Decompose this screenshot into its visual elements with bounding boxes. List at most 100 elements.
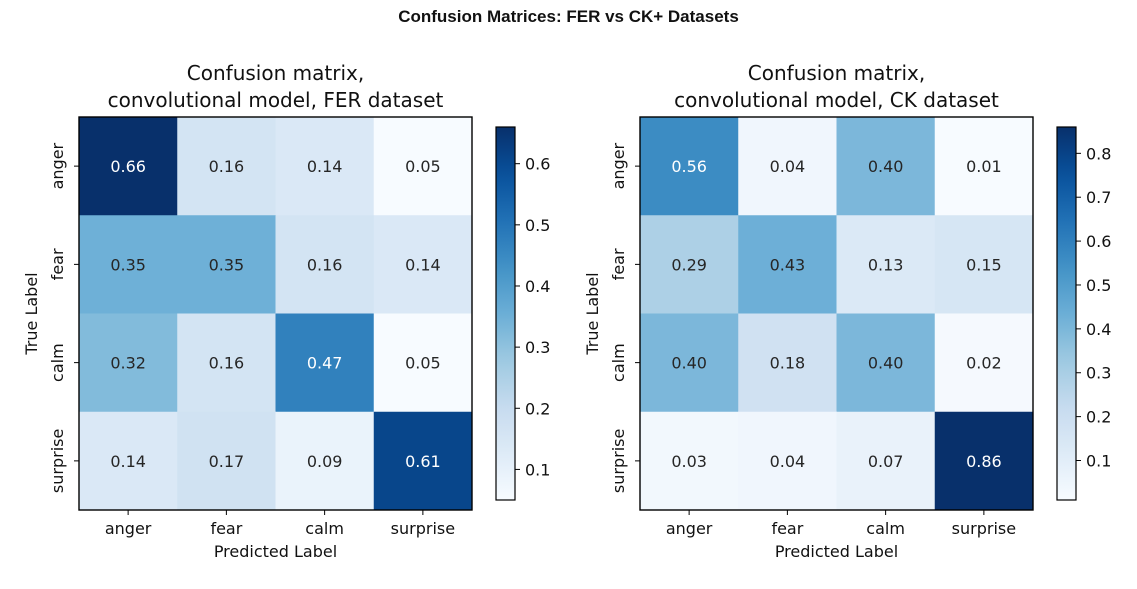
heatmap-panel-2: Confusion matrix, convolutional model, CK… bbox=[583, 61, 1111, 561]
heatmap-cell bbox=[373, 313, 473, 413]
heatmap-cell bbox=[373, 117, 473, 216]
y-tick-label: calm bbox=[48, 343, 67, 382]
heatmap-cell bbox=[177, 313, 276, 413]
cell-value-label: 0.40 bbox=[868, 354, 904, 373]
cell-value-label: 0.09 bbox=[307, 452, 343, 471]
heatmap-cell bbox=[177, 215, 276, 314]
heatmap-cell bbox=[79, 117, 178, 216]
cell-value-label: 0.01 bbox=[966, 157, 1002, 176]
cell-value-label: 0.40 bbox=[868, 157, 904, 176]
colorbar-tick-label: 0.3 bbox=[1086, 364, 1111, 383]
heatmap-cell bbox=[836, 117, 936, 216]
x-tick-label: anger bbox=[105, 519, 152, 538]
cell-value-label: 0.02 bbox=[966, 354, 1002, 373]
cell-value-label: 0.18 bbox=[770, 354, 806, 373]
cell-value-label: 0.47 bbox=[307, 354, 343, 373]
x-tick-label: calm bbox=[866, 519, 905, 538]
colorbar-tick-label: 0.7 bbox=[1086, 188, 1111, 207]
plot-frame bbox=[78, 116, 473, 511]
cell-value-label: 0.15 bbox=[966, 255, 1002, 274]
heatmap-cell bbox=[934, 117, 1034, 216]
cell-value-label: 0.16 bbox=[209, 354, 245, 373]
cell-value-label: 0.86 bbox=[966, 452, 1002, 471]
x-axis-label: Predicted Label bbox=[775, 542, 898, 561]
x-axis-label: Predicted Label bbox=[214, 542, 337, 561]
cell-value-label: 0.04 bbox=[770, 157, 806, 176]
chart-title-line1: Confusion matrix, bbox=[748, 61, 925, 85]
heatmap-cell bbox=[836, 411, 936, 511]
page-title: Confusion Matrices: FER vs CK+ Datasets bbox=[398, 7, 739, 26]
heatmap-cell bbox=[177, 117, 276, 216]
cell-value-label: 0.07 bbox=[868, 452, 904, 471]
heatmap-cell bbox=[836, 215, 936, 314]
heatmap-cell bbox=[934, 313, 1034, 413]
colorbar-tick-label: 0.3 bbox=[525, 338, 550, 357]
heatmap-cell bbox=[640, 313, 739, 413]
cell-value-label: 0.66 bbox=[110, 157, 146, 176]
x-tick-label: anger bbox=[666, 519, 713, 538]
heatmap-cell bbox=[934, 215, 1034, 314]
cell-value-label: 0.17 bbox=[209, 452, 245, 471]
y-axis-label: True Label bbox=[583, 272, 602, 355]
cell-value-label: 0.13 bbox=[868, 255, 904, 274]
colorbar-tick-label: 0.2 bbox=[525, 399, 550, 418]
cell-value-label: 0.43 bbox=[770, 255, 806, 274]
heatmap-cell bbox=[275, 313, 375, 413]
heatmap-cell bbox=[275, 117, 375, 216]
cell-value-label: 0.05 bbox=[405, 157, 441, 176]
chart-title-line1: Confusion matrix, bbox=[187, 61, 364, 85]
cell-value-label: 0.40 bbox=[671, 354, 707, 373]
colorbar-tick-label: 0.2 bbox=[1086, 408, 1111, 427]
colorbar-tick-label: 0.6 bbox=[1086, 232, 1111, 251]
chart-title-line2: convolutional model, FER dataset bbox=[108, 88, 444, 112]
y-axis-label: True Label bbox=[22, 272, 41, 355]
y-tick-label: anger bbox=[609, 142, 628, 189]
colorbar-tick-label: 0.5 bbox=[525, 216, 550, 235]
cell-value-label: 0.03 bbox=[671, 452, 707, 471]
x-tick-label: surprise bbox=[391, 519, 455, 538]
y-tick-label: surprise bbox=[609, 429, 628, 493]
cell-value-label: 0.56 bbox=[671, 157, 707, 176]
heatmap-cell bbox=[640, 117, 739, 216]
heatmap-cell bbox=[640, 411, 739, 511]
heatmap-cell bbox=[177, 411, 276, 511]
heatmap-cell bbox=[640, 215, 739, 314]
colorbar-tick-label: 0.4 bbox=[1086, 320, 1111, 339]
cell-value-label: 0.35 bbox=[209, 255, 245, 274]
heatmap-cell bbox=[836, 313, 936, 413]
heatmap-cell bbox=[79, 215, 178, 314]
colorbar-tick-label: 0.1 bbox=[525, 460, 550, 479]
cell-value-label: 0.14 bbox=[307, 157, 343, 176]
cell-value-label: 0.29 bbox=[671, 255, 707, 274]
colorbar-tick-label: 0.1 bbox=[1086, 452, 1111, 471]
heatmap-cell bbox=[738, 313, 837, 413]
colorbar-frame bbox=[1056, 126, 1077, 501]
colorbar-frame bbox=[495, 126, 516, 501]
cell-value-label: 0.16 bbox=[307, 255, 343, 274]
y-tick-label: fear bbox=[609, 248, 628, 280]
x-tick-label: surprise bbox=[952, 519, 1016, 538]
y-tick-label: calm bbox=[609, 343, 628, 382]
heatmap-cell bbox=[79, 313, 178, 413]
x-tick-label: calm bbox=[305, 519, 344, 538]
colorbar-tick-label: 0.8 bbox=[1086, 144, 1111, 163]
plot-frame bbox=[639, 116, 1034, 511]
y-tick-label: surprise bbox=[48, 429, 67, 493]
cell-value-label: 0.32 bbox=[110, 354, 146, 373]
cell-value-label: 0.04 bbox=[770, 452, 806, 471]
heatmap-cell bbox=[79, 411, 178, 511]
cell-value-label: 0.14 bbox=[405, 255, 441, 274]
colorbar-tick-label: 0.6 bbox=[525, 155, 550, 174]
chart-title-line2: convolutional model, CK dataset bbox=[674, 88, 999, 112]
y-tick-label: anger bbox=[48, 142, 67, 189]
x-tick-label: fear bbox=[771, 519, 803, 538]
cell-value-label: 0.61 bbox=[405, 452, 441, 471]
heatmap-panel-1: Confusion matrix, convolutional model, FE… bbox=[22, 61, 550, 561]
heatmap-cell bbox=[275, 411, 375, 511]
colorbar-tick-label: 0.4 bbox=[525, 277, 550, 296]
cell-value-label: 0.16 bbox=[209, 157, 245, 176]
heatmap-cell bbox=[373, 411, 473, 511]
cell-value-label: 0.05 bbox=[405, 354, 441, 373]
heatmap-cell bbox=[738, 411, 837, 511]
